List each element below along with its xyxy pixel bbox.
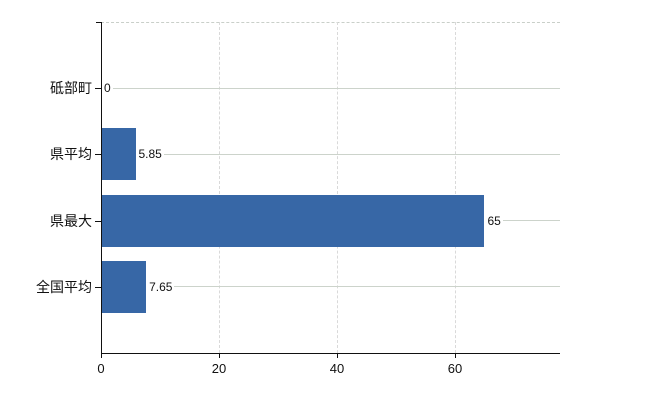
bar-value-label: 65 [487,213,501,228]
plot-area: 0 5.85 65 7.65 [101,22,560,353]
category-row: 0 [101,62,560,114]
x-tick-label: 40 [329,361,345,376]
vertical-gridline [454,22,456,353]
x-tick-label: 20 [211,361,227,376]
x-axis-tick [336,353,338,358]
bar [101,260,147,313]
bar-value-label: 7.65 [149,279,173,294]
category-label: 全国平均 [36,278,92,295]
bar [101,128,136,181]
y-axis-line [101,22,102,353]
category-label: 県最大 [50,212,92,229]
x-axis-tick [218,353,220,358]
bar [101,194,485,247]
y-axis-top-tick [96,22,101,23]
value-leader-line [163,153,560,155]
value-leader-line [112,87,560,89]
category-row: 65 [101,194,560,247]
y-axis-tick [95,154,101,156]
value-leader-line [174,286,560,288]
x-axis-tick [101,353,102,358]
bar-value-label: 5.85 [138,147,162,162]
y-axis-tick [95,286,101,288]
plot-top-border [101,22,560,23]
x-tick-label: 0 [97,361,105,376]
category-label: 砥部町 [50,80,92,97]
category-label: 県平均 [50,146,92,163]
y-axis-tick [95,88,101,90]
vertical-gridline [218,22,220,353]
category-row: 7.65 [101,260,560,313]
y-axis-tick [95,220,101,222]
x-axis-tick [454,353,456,358]
value-leader-line [502,220,560,222]
bar-value-label: 0 [104,81,111,96]
category-row: 5.85 [101,128,560,181]
x-axis-line [101,353,560,354]
x-tick-label: 60 [447,361,463,376]
vertical-gridline [336,22,338,353]
